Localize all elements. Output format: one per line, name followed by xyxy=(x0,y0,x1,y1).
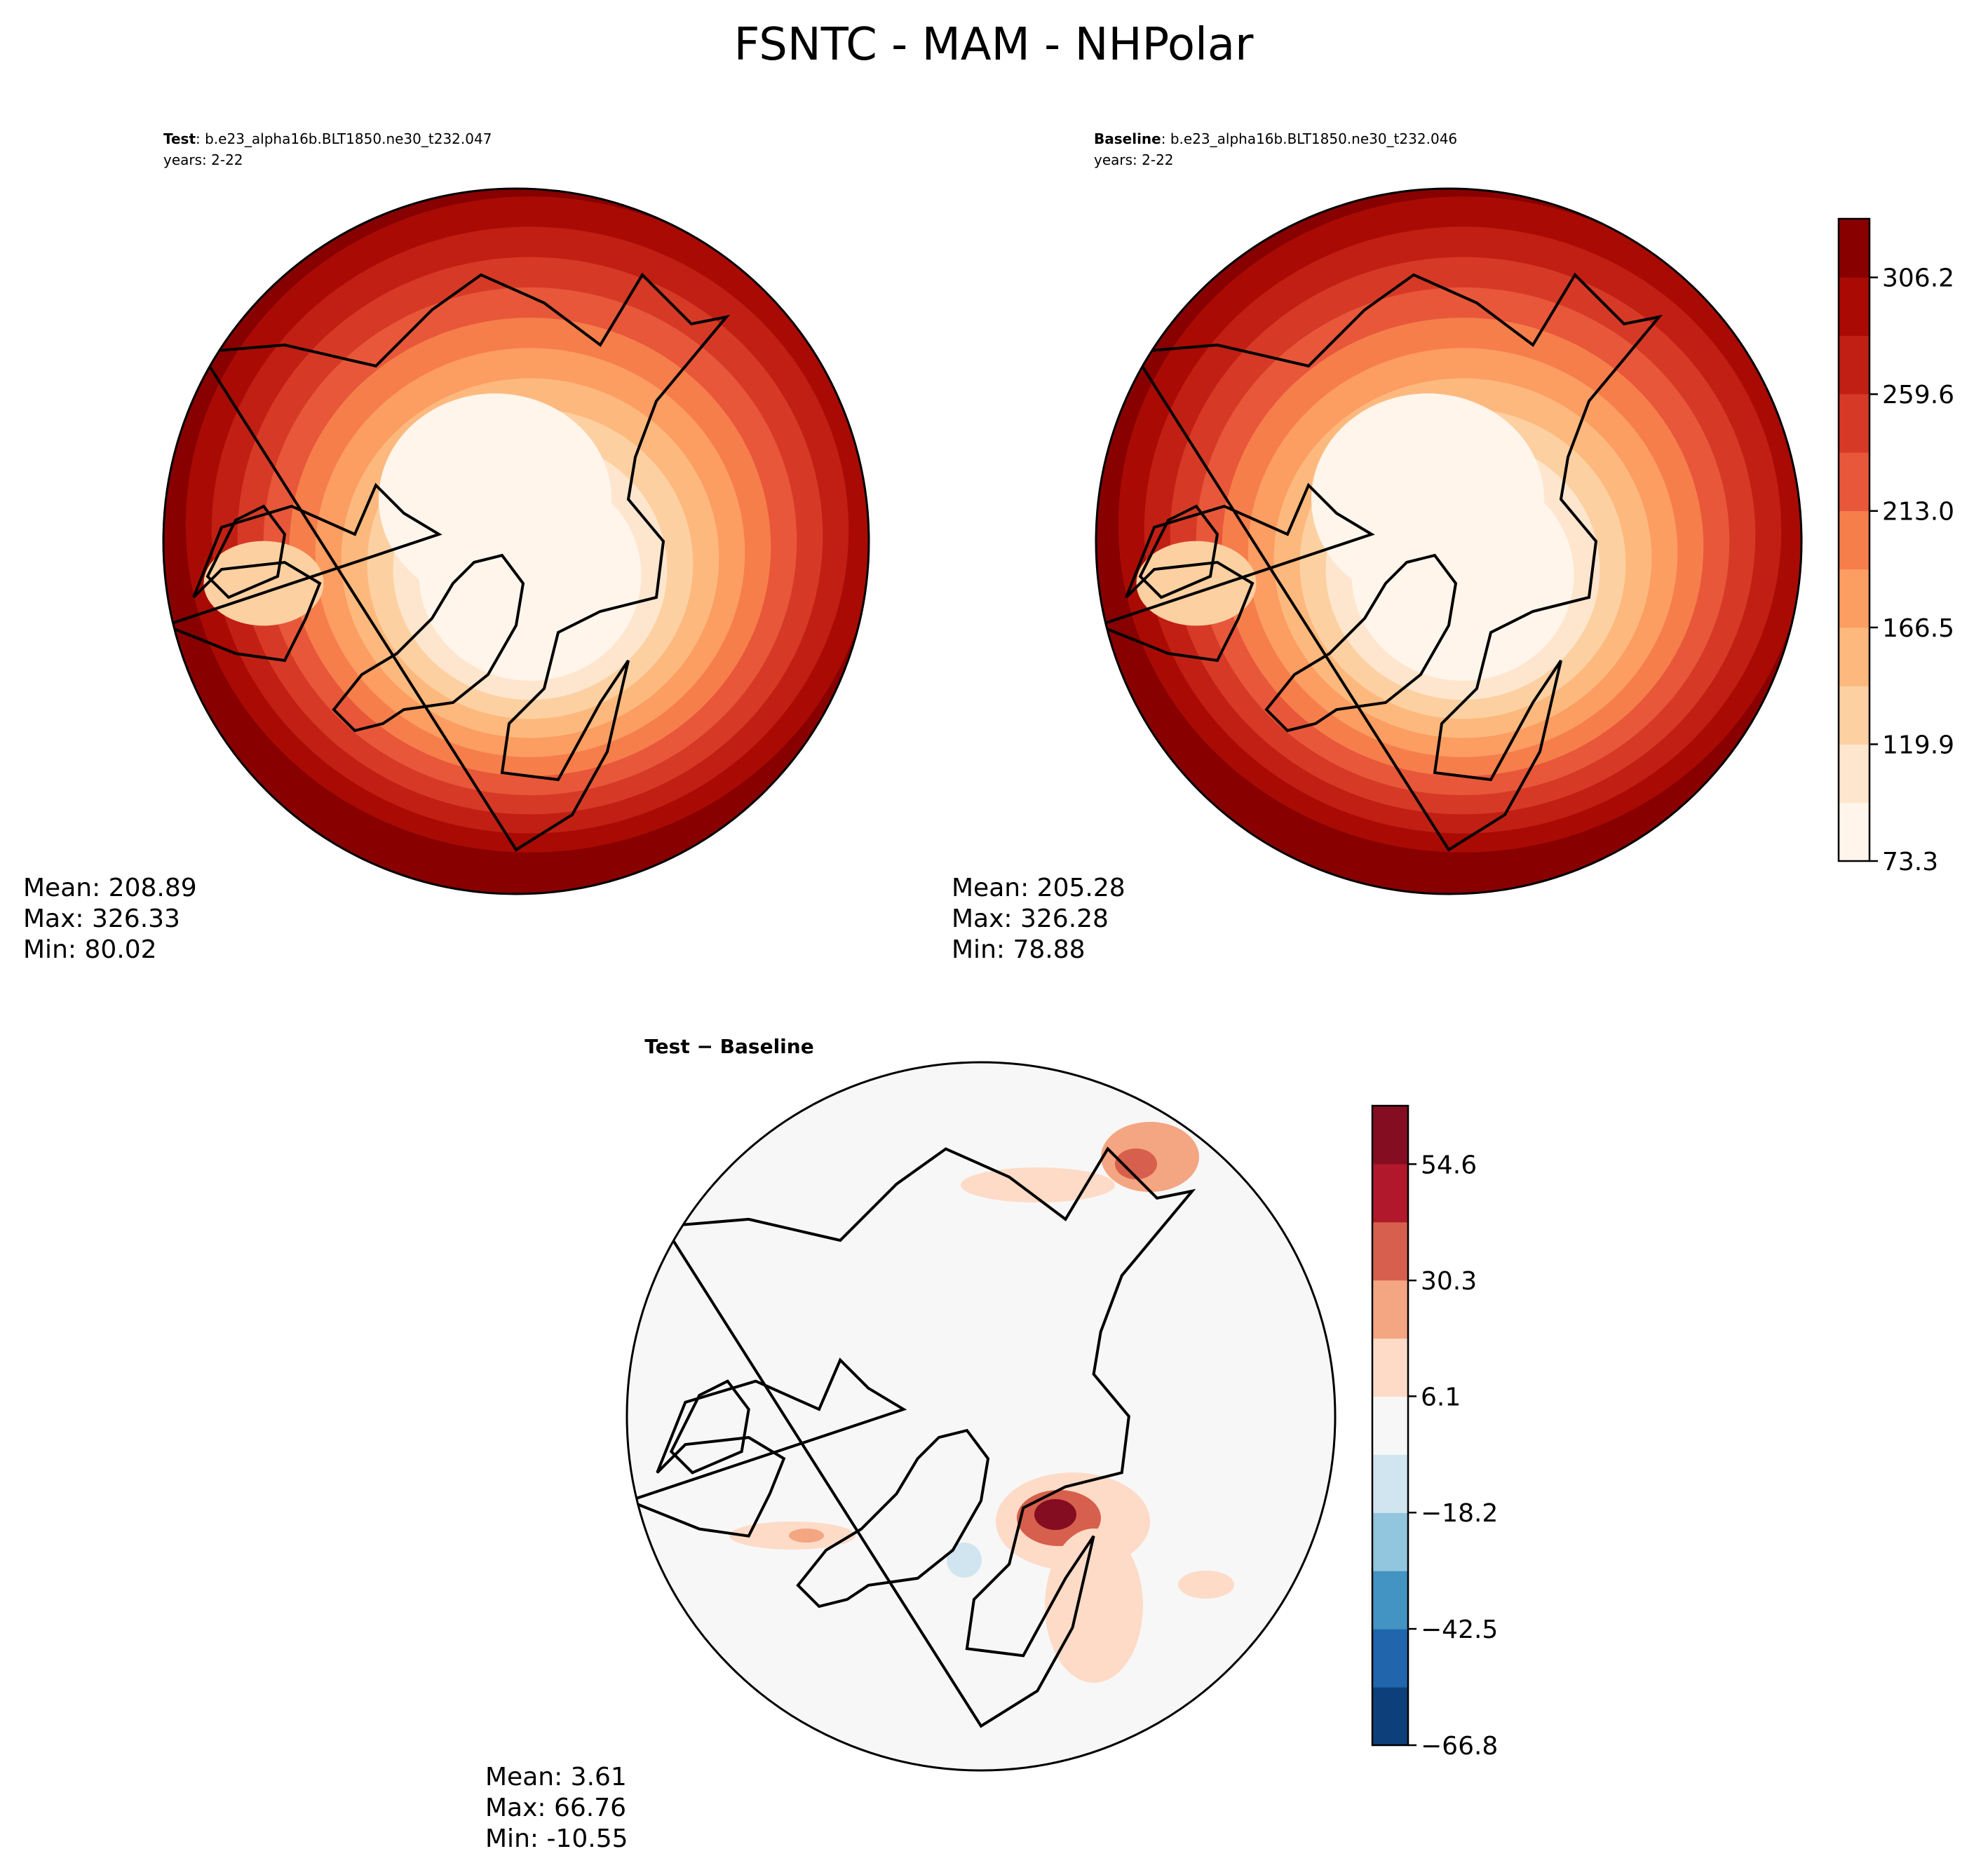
coastline xyxy=(198,272,731,852)
stat: Mean: 208.89 xyxy=(23,874,197,902)
colorbar-band xyxy=(1839,627,1869,686)
coastline xyxy=(661,1146,1196,1728)
coastline xyxy=(627,1357,907,1538)
colorbar-tick-label: −18.2 xyxy=(1421,1499,1498,1528)
colorbar-band xyxy=(1372,1106,1408,1165)
colorbar-frame xyxy=(1371,1104,1409,1747)
coastline xyxy=(1130,272,1663,852)
stat: Min: 80.02 xyxy=(23,935,157,964)
stat: Max: 326.33 xyxy=(23,904,180,933)
colorbar-band xyxy=(1839,277,1869,337)
polar-map xyxy=(1096,189,1801,894)
colorbar-tick-label: 30.3 xyxy=(1421,1267,1477,1296)
colorbar-band xyxy=(1839,335,1869,395)
colorbar-band xyxy=(1839,393,1869,453)
map-frame xyxy=(1095,187,1803,895)
colorbar-tick-label: 6.1 xyxy=(1421,1383,1461,1411)
colorbar-band xyxy=(1372,1163,1408,1223)
polar-map xyxy=(163,189,869,894)
years: years: 2-22 xyxy=(163,151,243,168)
colorbar-band xyxy=(1372,1396,1408,1455)
colorbar-band xyxy=(1839,452,1869,511)
colorbar-tick-label: 259.6 xyxy=(1882,381,1954,409)
case-name: : b.e23_alpha16b.BLT1850.ne30_t232.047 xyxy=(196,130,492,147)
coastline xyxy=(669,1379,750,1475)
colorbar-tick-label: 213.0 xyxy=(1882,498,1954,527)
contour-band xyxy=(1178,1571,1234,1599)
colorbar-band xyxy=(1372,1571,1408,1630)
colorbar-band xyxy=(1839,744,1869,804)
colorbar-band xyxy=(1839,802,1869,862)
stat: Min: -10.55 xyxy=(485,1824,628,1853)
contour-band xyxy=(1115,1149,1157,1179)
colorbar-band xyxy=(1372,1221,1408,1281)
contour-band xyxy=(961,1167,1115,1202)
colorbar-band xyxy=(1839,510,1869,570)
colorbar-tick-label: 306.2 xyxy=(1882,264,1954,293)
coastline xyxy=(1096,482,1375,663)
coastline xyxy=(1264,553,1458,733)
coastline xyxy=(796,1428,990,1608)
case-name: : b.e23_alpha16b.BLT1850.ne30_t232.046 xyxy=(1161,130,1457,147)
colorbar-tick-label: −42.5 xyxy=(1421,1615,1498,1644)
stat: Mean: 3.61 xyxy=(485,1763,627,1791)
contour-band xyxy=(1034,1499,1076,1530)
colorbar-tick-label: 166.5 xyxy=(1882,614,1954,643)
colorbar-band xyxy=(1372,1280,1408,1339)
stat: Max: 66.76 xyxy=(485,1794,626,1822)
polar-map xyxy=(627,1062,1335,1770)
colorbar-band xyxy=(1372,1512,1408,1571)
coastline xyxy=(332,553,525,733)
contour-band xyxy=(379,393,611,605)
stat: Mean: 205.28 xyxy=(952,874,1125,902)
colorbar-band xyxy=(1839,569,1869,628)
stat: Min: 78.88 xyxy=(952,935,1086,964)
coastline xyxy=(205,504,287,599)
colorbar-tick-label: 54.6 xyxy=(1421,1151,1477,1179)
contour-band xyxy=(1045,1529,1143,1683)
panel-header: Test: b.e23_alpha16b.BLT1850.ne30_t232.0… xyxy=(163,130,492,147)
colorbar-tick-label: 73.3 xyxy=(1882,848,1938,876)
map-frame xyxy=(626,1061,1337,1772)
panel-label: Test − Baseline xyxy=(644,1035,813,1058)
maps xyxy=(162,187,1803,1772)
background xyxy=(627,1062,1335,1770)
figure-title: FSNTC - MAM - NHPolar xyxy=(734,19,1254,71)
panel-header: Baseline: b.e23_alpha16b.BLT1850.ne30_t2… xyxy=(1094,130,1457,147)
colorbar-frame xyxy=(1837,217,1871,862)
colorbar-band xyxy=(1372,1687,1408,1746)
map-frame xyxy=(162,187,870,895)
panel-label: Baseline xyxy=(1094,130,1161,147)
colorbar-band xyxy=(1372,1454,1408,1513)
contour-band xyxy=(1311,393,1544,605)
coastline xyxy=(1138,504,1219,599)
colorbar-tick-label: −66.8 xyxy=(1421,1732,1498,1761)
stat: Max: 326.28 xyxy=(952,904,1109,933)
colorbar-band xyxy=(1372,1629,1408,1688)
years: years: 2-22 xyxy=(1094,151,1174,168)
colorbar-band xyxy=(1372,1338,1408,1397)
colorbar-band xyxy=(1839,219,1869,278)
panel-label: Test xyxy=(163,130,196,147)
colorbar-tick-label: 119.9 xyxy=(1882,731,1954,759)
contour-band xyxy=(947,1543,982,1578)
coastline xyxy=(163,482,442,663)
colorbar-band xyxy=(1839,686,1869,745)
contour-band xyxy=(789,1529,824,1543)
